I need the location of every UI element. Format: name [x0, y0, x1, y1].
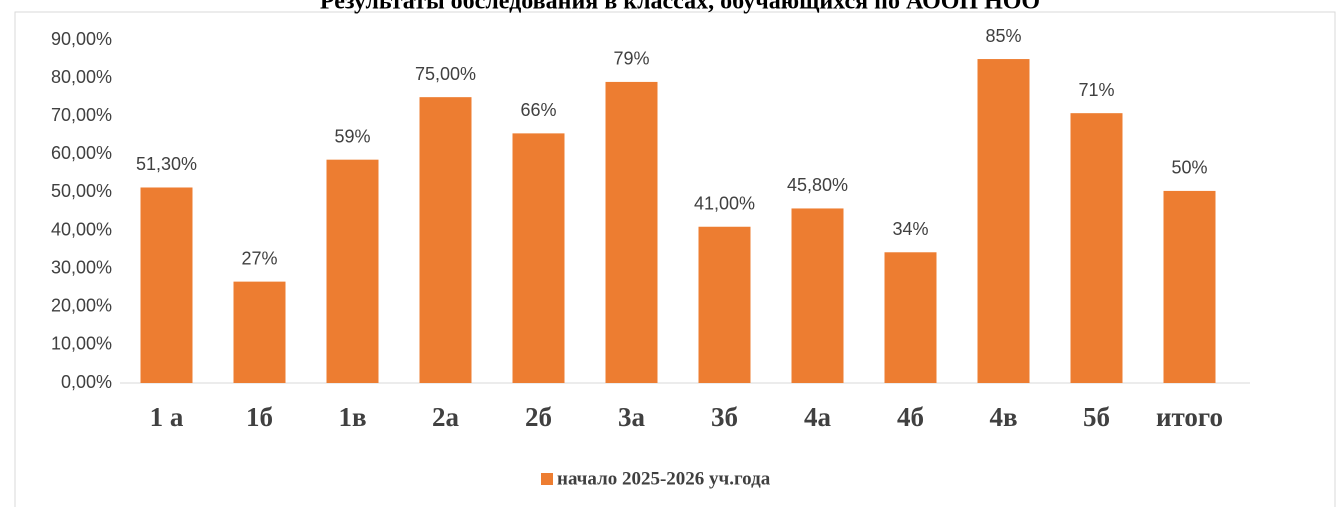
data-label: 79% [613, 49, 649, 69]
bar [233, 281, 286, 383]
data-label: 85% [985, 26, 1021, 46]
x-tick-label: 2а [432, 402, 460, 432]
y-tick-label: 10,00% [51, 334, 112, 354]
x-tick-label: 5б [1083, 402, 1110, 432]
chart-frame [14, 11, 1336, 507]
data-label: 59% [334, 126, 370, 146]
y-tick-label: 30,00% [51, 257, 112, 277]
x-tick-label: 1в [338, 402, 366, 432]
y-tick-label: 60,00% [51, 143, 112, 163]
x-tick-label: 2б [525, 402, 552, 432]
x-tick-label: 3б [711, 402, 738, 432]
data-label: 71% [1078, 80, 1114, 100]
bar [512, 133, 565, 383]
y-tick-label: 80,00% [51, 67, 112, 87]
x-tick-label: 1б [246, 402, 273, 432]
data-label: 34% [892, 219, 928, 239]
data-label: 41,00% [694, 193, 755, 213]
y-tick-label: 90,00% [51, 29, 112, 49]
legend-label: начало 2025-2026 уч.года [557, 468, 771, 489]
data-label: 50% [1171, 158, 1207, 178]
x-tick-label: 4б [897, 402, 924, 432]
data-label: 45,80% [787, 175, 848, 195]
data-label: 75,00% [415, 64, 476, 84]
bar [791, 208, 844, 383]
y-tick-label: 0,00% [61, 372, 112, 392]
bar [326, 159, 379, 383]
chart-title: Результаты обследования в классах, обуча… [320, 0, 1040, 15]
x-tick-label: 1 а [150, 402, 184, 432]
x-tick-label: 4в [989, 402, 1017, 432]
legend-swatch [541, 473, 553, 485]
x-tick-label: 3а [618, 402, 646, 432]
data-label: 51,30% [136, 154, 197, 174]
x-tick-label: 4а [804, 402, 832, 432]
data-label: 66% [520, 100, 556, 120]
bar [1070, 113, 1123, 383]
data-label: 27% [241, 248, 277, 268]
bar [1163, 190, 1216, 383]
bar [140, 187, 193, 383]
bar [884, 252, 937, 383]
y-tick-label: 50,00% [51, 181, 112, 201]
bar [698, 226, 751, 383]
y-tick-label: 40,00% [51, 219, 112, 239]
y-tick-label: 70,00% [51, 105, 112, 125]
bar [419, 97, 472, 384]
y-tick-label: 20,00% [51, 296, 112, 316]
x-tick-label: итого [1156, 402, 1223, 432]
bar [605, 81, 658, 383]
bar [977, 59, 1030, 384]
